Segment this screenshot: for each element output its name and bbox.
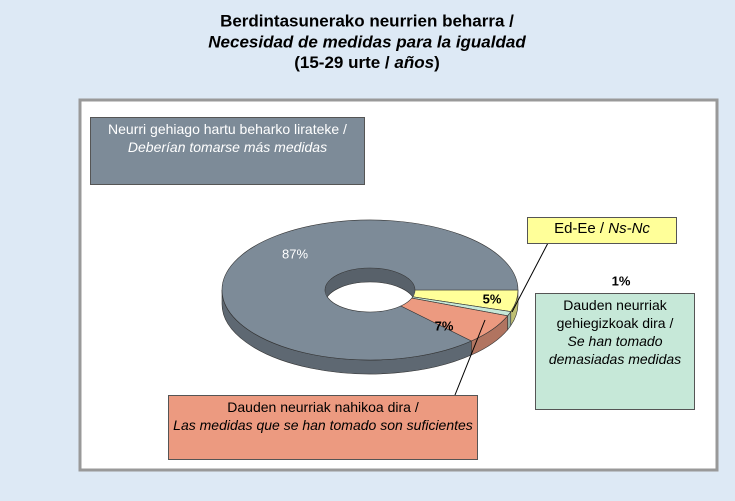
label-box: Dauden neurriak gehiegizkoak dira / Se ha… (535, 293, 695, 410)
leader-line (511, 242, 549, 313)
label-eu: Ed-Ee / (554, 220, 605, 237)
label-es: Ns-Nc (608, 220, 650, 237)
hole-wall (325, 268, 415, 305)
label-eu: Dauden neurriak gehiegizkoak dira / (556, 297, 674, 331)
data-label: 87% (282, 246, 308, 261)
title-line: Necesidad de medidas para la igualdad (208, 32, 526, 51)
data-label: 1% (612, 273, 631, 288)
label-es: Se han tomado demasiadas medidas (548, 333, 682, 367)
title-part: años (394, 53, 434, 72)
data-label: 5% (483, 291, 502, 306)
title-line: Berdintasunerako neurrien beharra / (220, 11, 514, 30)
label-box: Ed-Ee / Ns-Nc (527, 217, 677, 244)
title-part: (15-29 urte / (294, 53, 394, 72)
leaders (452, 242, 549, 401)
label-box: Neurri gehiago hartu beharko lirateke / D… (90, 117, 365, 185)
label-es: Las medidas que se han tomado son sufici… (173, 417, 473, 433)
label-eu: Neurri gehiago hartu beharko lirateke / (108, 121, 347, 137)
title-line: (15-29 urte / años) (294, 53, 440, 72)
title-part: ) (434, 53, 440, 72)
label-box: Dauden neurriak nahikoa dira / Las medida… (168, 395, 478, 460)
label-es: Deberían tomarse más medidas (127, 139, 328, 155)
data-label: 7% (435, 318, 454, 333)
leader-line (452, 319, 486, 401)
label-eu: Dauden neurriak nahikoa dira / (227, 399, 419, 415)
